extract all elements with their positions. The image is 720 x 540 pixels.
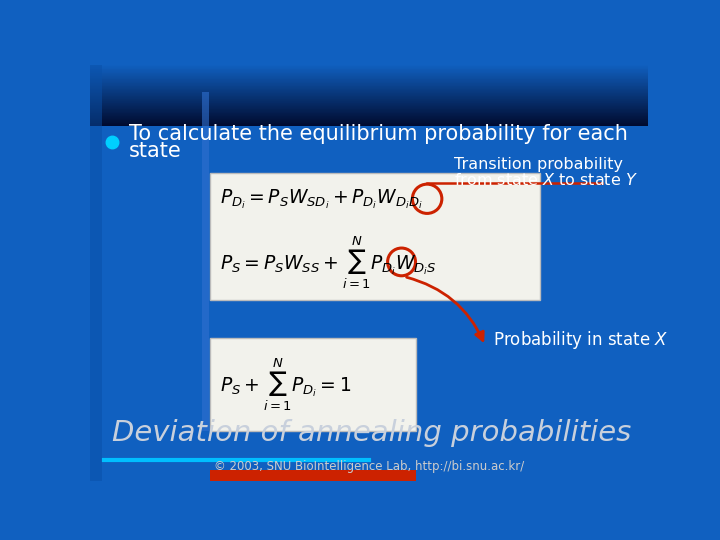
Text: Probability in state $X$: Probability in state $X$ <box>493 329 668 352</box>
Text: $P_S = P_S W_{SS} + \sum_{i=1}^{N} P_{D_i} W_{D_i S}$: $P_S = P_S W_{SS} + \sum_{i=1}^{N} P_{D_… <box>220 234 437 291</box>
Bar <box>90 125 648 126</box>
Bar <box>90 76 648 77</box>
Bar <box>90 96 648 97</box>
Bar <box>90 77 648 78</box>
Bar <box>90 105 648 106</box>
Bar <box>90 68 648 70</box>
Bar <box>90 64 648 65</box>
Text: state: state <box>129 141 181 161</box>
Bar <box>90 104 648 106</box>
Bar <box>90 98 648 99</box>
Bar <box>90 123 648 124</box>
Bar <box>90 106 648 107</box>
Bar <box>90 91 648 92</box>
Bar <box>90 78 648 79</box>
Text: Transition probability: Transition probability <box>454 157 624 172</box>
Bar <box>90 109 648 110</box>
Polygon shape <box>210 470 415 481</box>
Bar <box>90 111 648 112</box>
Bar <box>90 73 648 74</box>
Bar <box>90 68 648 69</box>
Text: from state $X$ to state $Y$: from state $X$ to state $Y$ <box>454 172 638 188</box>
Bar <box>90 71 648 72</box>
Bar <box>90 102 648 103</box>
Bar <box>90 122 648 123</box>
Bar <box>90 71 648 72</box>
Bar <box>90 104 648 105</box>
Text: $P_S + \sum_{i=1}^{N} P_{D_i} = 1$: $P_S + \sum_{i=1}^{N} P_{D_i} = 1$ <box>220 356 351 413</box>
Text: Deviation of annealing probabilities: Deviation of annealing probabilities <box>112 419 631 447</box>
Bar <box>90 122 648 123</box>
Bar <box>90 118 648 119</box>
Bar <box>90 92 648 93</box>
Bar <box>90 75 648 76</box>
Bar <box>90 67 648 68</box>
Bar <box>90 124 648 125</box>
Bar <box>90 91 648 92</box>
Bar <box>90 82 648 83</box>
Bar <box>90 66 648 67</box>
Bar <box>90 90 648 91</box>
Text: $P_{D_i} = P_S W_{SD_i} + P_{D_i} W_{D_i D_i}$: $P_{D_i} = P_S W_{SD_i} + P_{D_i} W_{D_i… <box>220 188 423 211</box>
FancyBboxPatch shape <box>210 173 539 300</box>
Bar <box>90 73 648 75</box>
FancyBboxPatch shape <box>210 338 415 430</box>
Bar <box>202 92 209 430</box>
Text: To calculate the equilibrium probability for each: To calculate the equilibrium probability… <box>129 124 628 144</box>
Bar <box>90 87 648 88</box>
Bar <box>90 111 648 112</box>
Bar <box>90 116 648 117</box>
Bar <box>90 113 648 114</box>
Bar <box>90 114 648 115</box>
Bar <box>90 85 648 86</box>
Bar <box>90 93 648 95</box>
Bar <box>90 94 648 96</box>
Bar <box>90 65 648 66</box>
Bar <box>90 120 648 121</box>
Bar <box>90 65 102 481</box>
Bar <box>90 103 648 104</box>
Bar <box>90 114 648 116</box>
Bar <box>90 119 648 120</box>
Bar <box>90 99 648 100</box>
Bar <box>90 84 648 85</box>
Bar <box>90 88 648 90</box>
Bar <box>90 69 648 70</box>
Bar <box>90 93 648 94</box>
Bar <box>90 82 648 83</box>
Bar <box>90 102 648 103</box>
Bar <box>90 89 648 90</box>
Bar <box>90 84 648 85</box>
Bar <box>90 110 648 111</box>
Bar <box>90 97 648 98</box>
Bar <box>90 80 648 82</box>
Bar <box>90 95 648 96</box>
Bar <box>90 86 648 87</box>
Bar <box>90 80 648 81</box>
Bar <box>90 120 648 122</box>
Bar <box>90 100 648 101</box>
Bar <box>90 109 648 110</box>
Bar <box>90 107 648 108</box>
Bar <box>90 112 648 113</box>
Bar <box>90 118 648 119</box>
Bar <box>90 87 648 89</box>
Bar <box>90 117 648 118</box>
Bar <box>90 107 648 109</box>
Bar <box>90 75 648 76</box>
Bar <box>90 70 648 71</box>
Bar <box>90 79 648 80</box>
Bar <box>90 115 648 117</box>
Bar <box>90 78 648 79</box>
Bar <box>90 83 648 84</box>
Bar <box>90 98 648 99</box>
Bar <box>90 72 648 73</box>
Bar <box>90 100 648 102</box>
Bar <box>90 125 648 126</box>
Text: © 2003, SNU BioIntelligence Lab, http://bi.snu.ac.kr/: © 2003, SNU BioIntelligence Lab, http://… <box>214 460 524 473</box>
